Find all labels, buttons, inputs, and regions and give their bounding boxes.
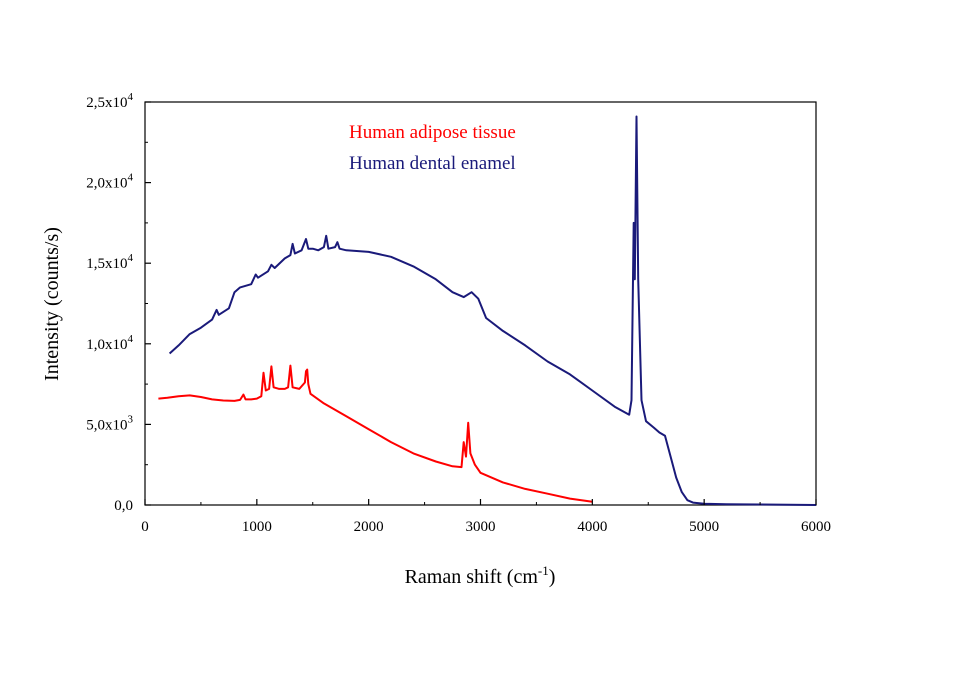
x-tick-label: 5000 <box>689 519 719 535</box>
legend-item-enamel: Human dental enamel <box>349 153 516 174</box>
y-axis: 0,0 5,0x103 1,0x104 1,5x104 2,0x104 2,5x104 <box>86 91 151 514</box>
y-tick-label: 0,0 <box>114 498 133 514</box>
x-axis-title: Raman shift (cm-1) <box>405 563 556 588</box>
y-tick-label: 1,0x104 <box>86 333 133 353</box>
y-tick-label: 5,0x103 <box>86 413 133 433</box>
x-tick-label: 1000 <box>242 519 272 535</box>
x-axis: 0 1000 2000 3000 4000 5000 6000 <box>141 499 831 535</box>
y-tick-label: 2,0x104 <box>86 172 133 192</box>
x-tick-label: 0 <box>141 519 149 535</box>
series-line-enamel <box>168 115 817 506</box>
y-axis-title: Intensity (counts/s) <box>41 227 63 381</box>
x-tick-label: 3000 <box>466 519 496 535</box>
series-line-adipose <box>158 364 593 503</box>
y-tick-label: 1,5x104 <box>86 252 133 272</box>
x-tick-label: 6000 <box>801 519 831 535</box>
x-tick-label: 4000 <box>577 519 607 535</box>
legend-item-adipose: Human adipose tissue <box>349 122 516 143</box>
y-tick-label: 2,5x104 <box>86 91 133 111</box>
x-tick-label: 2000 <box>354 519 384 535</box>
legend: Human adipose tissue Human dental enamel <box>349 122 516 174</box>
series-lines <box>158 115 817 506</box>
